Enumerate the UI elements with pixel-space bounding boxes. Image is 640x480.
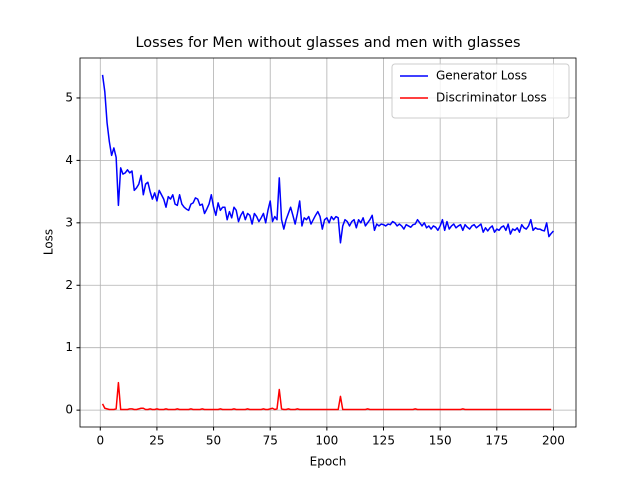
chart-title: Losses for Men without glasses and men w… (136, 35, 521, 51)
x-tick-label: 75 (263, 434, 278, 448)
x-tick-label: 50 (206, 434, 221, 448)
series-line (101, 74, 555, 244)
series-line (101, 381, 552, 411)
y-tick-label: 3 (65, 215, 73, 229)
legend-label: Discriminator Loss (436, 91, 547, 105)
legend-box (391, 63, 570, 119)
y-tick-label: 5 (65, 90, 73, 104)
x-tick-label: 150 (429, 434, 452, 448)
plot-frame (79, 57, 577, 428)
y-tick-label: 2 (65, 278, 73, 292)
x-tick-label: 100 (315, 434, 338, 448)
x-axis-label: Epoch (310, 455, 347, 469)
x-tick-label: 25 (149, 434, 164, 448)
x-tick-label: 200 (542, 434, 565, 448)
y-axis-label: Loss (42, 229, 56, 255)
y-tick-label: 1 (65, 340, 73, 354)
x-tick-label: 125 (372, 434, 395, 448)
x-tick-label: 175 (485, 434, 508, 448)
legend-label: Generator Loss (436, 69, 527, 83)
y-tick-label: 4 (65, 153, 73, 167)
x-tick-label: 0 (96, 434, 104, 448)
y-tick-label: 0 (65, 403, 73, 417)
